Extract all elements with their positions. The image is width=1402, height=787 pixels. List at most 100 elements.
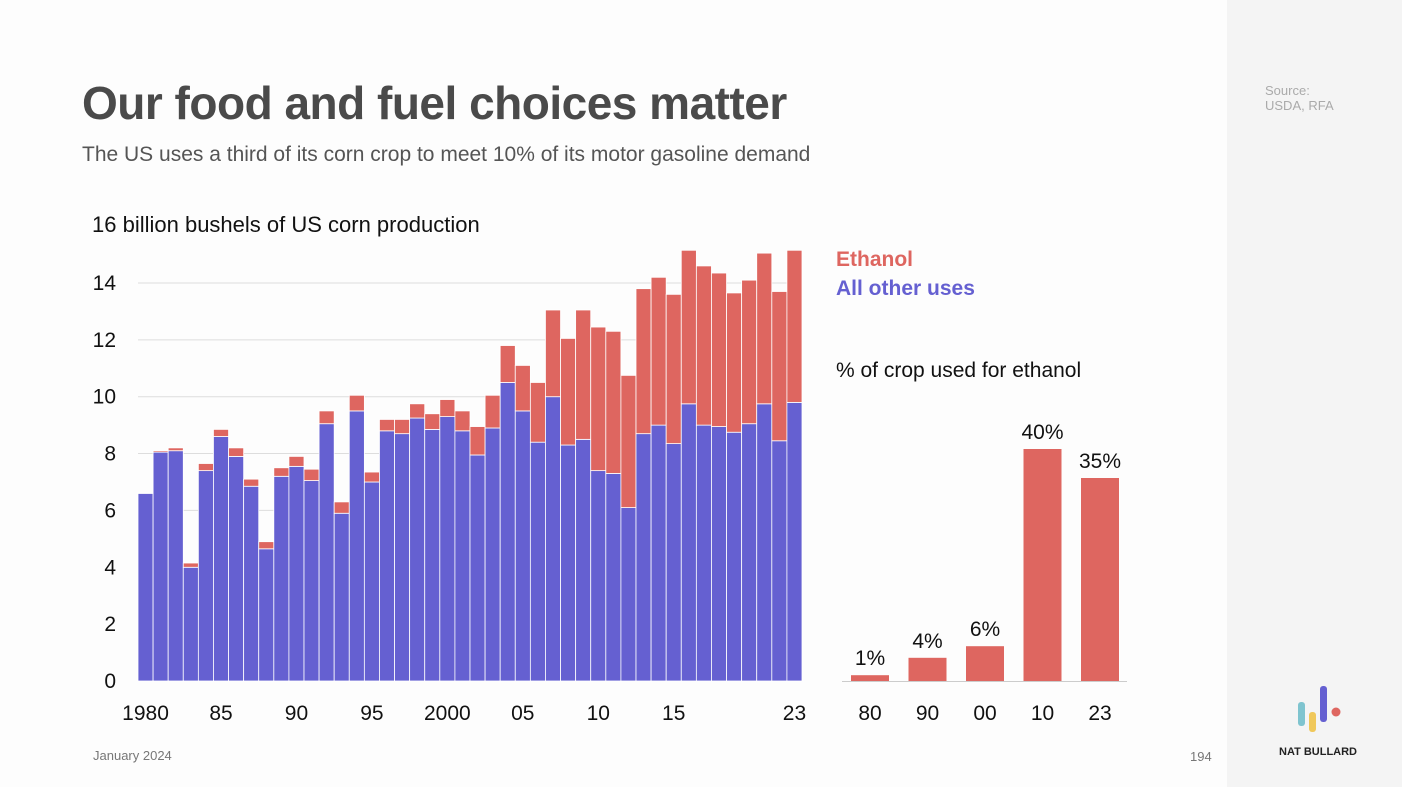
bar-other-1996 [379, 430, 395, 682]
bar-ethanol-2015 [665, 293, 682, 445]
bar-ethanol-2019 [726, 292, 743, 433]
bar-ethanol-1996 [379, 419, 395, 432]
bar-other-2003 [484, 427, 501, 682]
page-title: Our food and fuel choices matter [82, 77, 787, 129]
bar-other-2019 [726, 431, 743, 682]
chart-title: 16 billion bushels of US corn production [92, 212, 480, 237]
bar-other-2017 [695, 424, 712, 682]
bar-other-1991 [303, 480, 320, 682]
bar-other-1989 [273, 475, 290, 682]
bar-ethanol-2020 [741, 279, 758, 425]
bar-ethanol-1985 [213, 428, 229, 437]
pct-x-tick-label: 90 [916, 702, 939, 725]
bar-other-2022 [771, 440, 788, 682]
x-tick-label: 2000 [424, 702, 471, 725]
x-tick-label: 95 [360, 702, 383, 725]
bar-ethanol-2016 [680, 249, 697, 405]
bar-other-2014 [650, 424, 667, 682]
bar-other-1981 [152, 451, 169, 682]
bar-other-2000 [439, 416, 456, 682]
bar-ethanol-2006 [529, 382, 546, 443]
bar-ethanol-2001 [454, 410, 471, 432]
x-tick-label: 15 [662, 702, 685, 725]
bar-ethanol-1989 [273, 467, 290, 477]
pct-bar-00 [966, 646, 1004, 681]
bar-ethanol-2014 [650, 276, 667, 426]
bar-other-2015 [665, 443, 682, 682]
x-tick-label: 23 [783, 702, 806, 725]
bar-ethanol-1991 [303, 468, 320, 481]
bar-ethanol-2018 [711, 272, 727, 427]
bar-ethanol-1997 [394, 419, 411, 435]
bar-ethanol-1988 [258, 541, 275, 550]
bar-ethanol-2021 [756, 252, 773, 405]
pct-x-tick-label: 23 [1088, 702, 1111, 725]
bar-ethanol-2000 [439, 399, 456, 418]
bar-other-1994 [348, 410, 365, 682]
y-tick-label: 14 [93, 272, 117, 295]
x-tick-label: 1980 [122, 702, 169, 725]
bar-ethanol-2011 [605, 330, 622, 474]
y-tick-label: 8 [104, 443, 116, 466]
bar-other-2010 [590, 470, 607, 682]
page-number: 194 [1190, 749, 1212, 764]
brand-name: NAT BULLARD [1279, 746, 1358, 758]
pct-data-label: 6% [970, 618, 1000, 641]
bar-other-2021 [756, 403, 773, 682]
bar-ethanol-2007 [545, 309, 561, 398]
bar-ethanol-2009 [575, 309, 592, 440]
pct-data-label: 35% [1079, 450, 1121, 473]
pct-bar-10 [1023, 449, 1062, 681]
bar-ethanol-1986 [228, 447, 245, 457]
x-tick-label: 10 [587, 702, 610, 725]
bar-other-2009 [575, 438, 592, 682]
bar-ethanol-1998 [409, 403, 426, 419]
legend-ethanol: Ethanol [836, 248, 913, 271]
bar-ethanol-2003 [484, 394, 501, 429]
bar-other-1999 [424, 428, 441, 682]
y-tick-label: 10 [93, 386, 116, 409]
bar-other-1987 [243, 485, 260, 682]
bar-ethanol-2010 [590, 326, 607, 472]
side-panel [1227, 0, 1402, 787]
x-tick-label: 85 [209, 702, 232, 725]
bar-other-1984 [197, 470, 214, 682]
page-subtitle: The US uses a third of its corn crop to … [82, 143, 811, 166]
bar-other-1985 [213, 436, 229, 682]
bar-ethanol-1999 [424, 413, 441, 430]
bar-other-2008 [560, 444, 577, 682]
bar-ethanol-2013 [635, 288, 652, 435]
bar-ethanol-2004 [499, 345, 516, 383]
bar-ethanol-1990 [288, 456, 305, 467]
bar-ethanol-1994 [348, 394, 365, 412]
bar-other-1988 [258, 548, 275, 682]
bar-other-2006 [529, 441, 546, 682]
y-tick-label: 0 [104, 670, 116, 693]
bar-other-2013 [635, 433, 652, 682]
bar-other-1997 [394, 433, 411, 682]
pct-data-label: 1% [855, 647, 885, 670]
bar-ethanol-1984 [197, 463, 214, 472]
bar-other-1980 [137, 492, 154, 682]
bar-other-1992 [318, 423, 335, 682]
x-tick-label: 90 [285, 702, 308, 725]
bar-ethanol-1993 [333, 501, 350, 514]
source-value: USDA, RFA [1265, 98, 1334, 113]
bar-ethanol-2012 [620, 374, 637, 508]
pct-bar-80 [851, 675, 889, 681]
pct-bar-23 [1081, 478, 1119, 681]
bar-other-1998 [409, 417, 426, 682]
bar-other-2012 [620, 507, 637, 682]
bar-ethanol-2002 [469, 426, 486, 456]
bar-other-2002 [469, 454, 486, 682]
bar-other-1982 [167, 450, 184, 682]
bar-other-1990 [288, 465, 305, 682]
bar-ethanol-1992 [318, 410, 335, 425]
y-tick-label: 4 [104, 556, 116, 579]
pct-data-label: 40% [1021, 421, 1063, 444]
legend-other-uses: All other uses [836, 277, 975, 300]
bar-ethanol-2005 [514, 365, 531, 412]
y-tick-label: 6 [104, 499, 116, 522]
bar-other-2023 [786, 401, 803, 682]
